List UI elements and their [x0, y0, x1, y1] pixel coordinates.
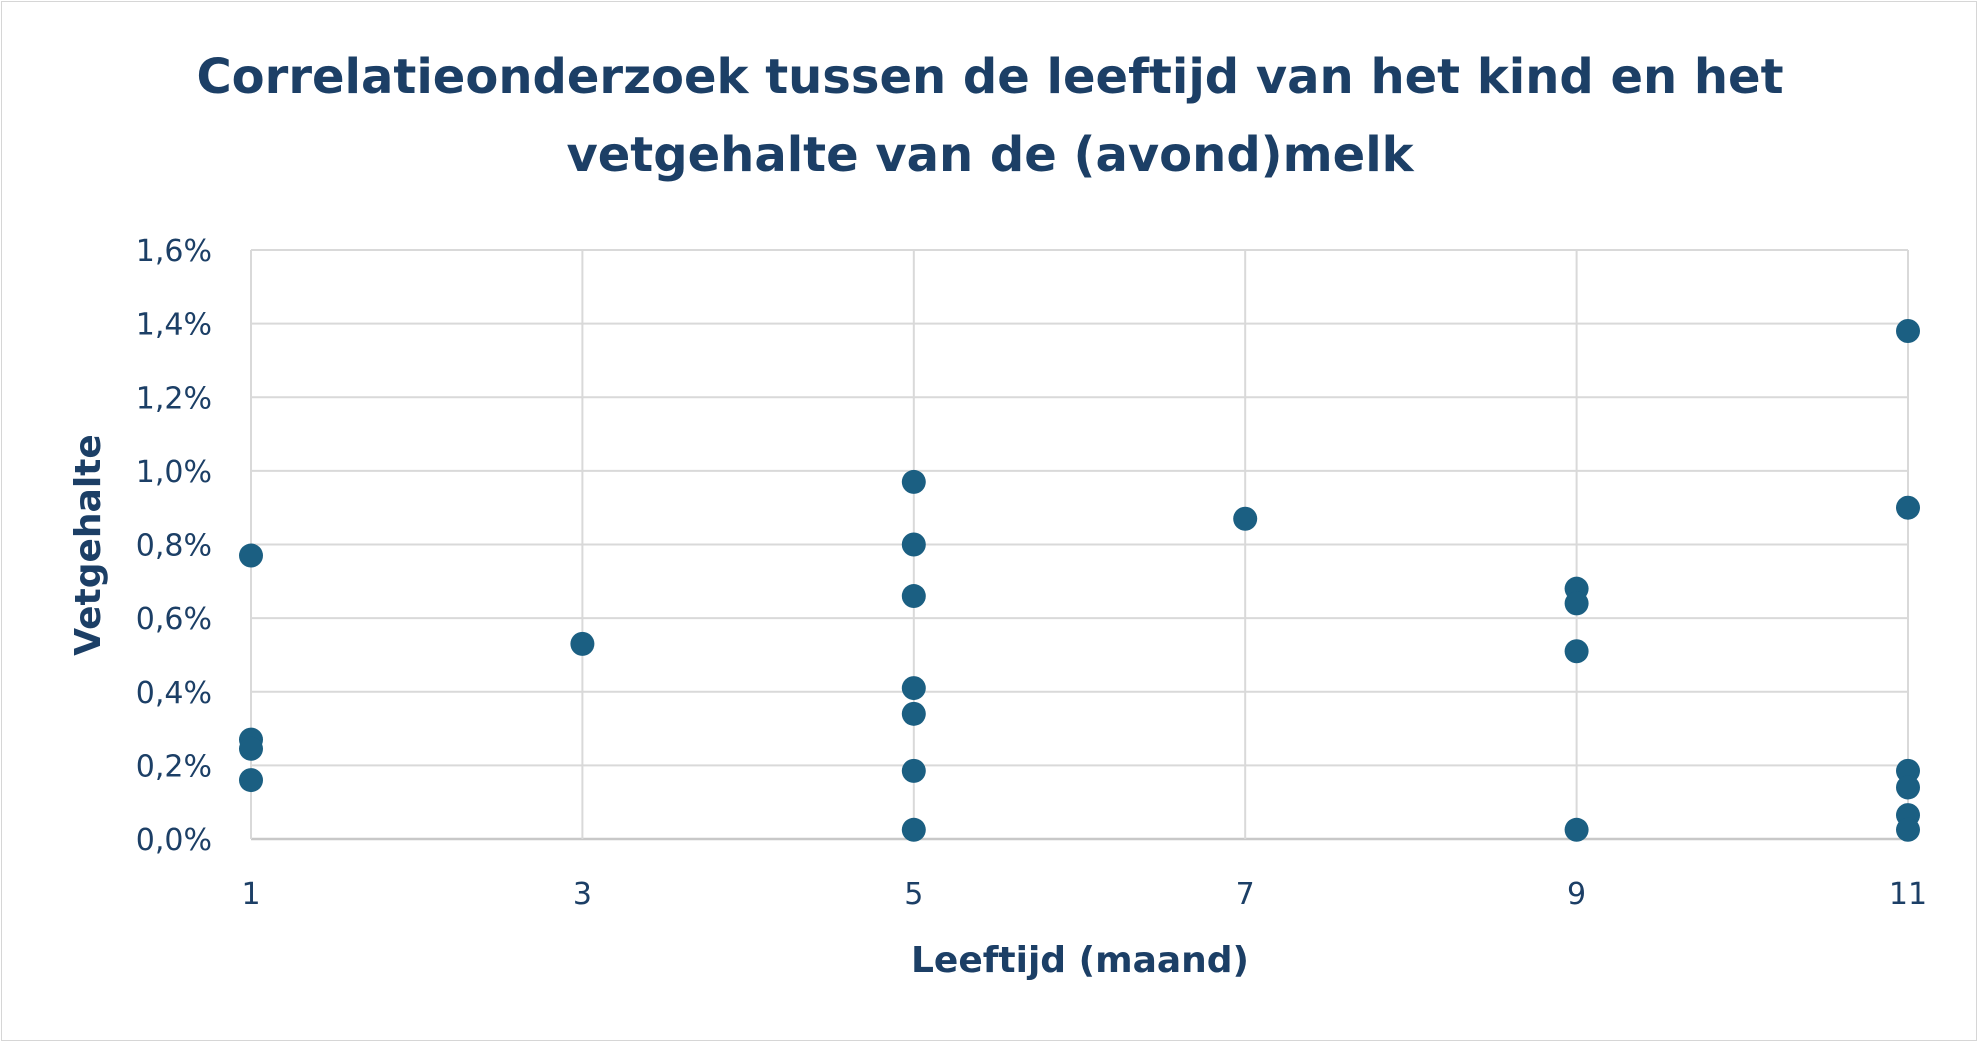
x-axis-ticks: 1 3 5 7 9 11	[241, 877, 1927, 912]
chart-title-line-1: Correlatieonderzoek tussen de leeftijd v…	[196, 49, 1784, 105]
y-tick-label: 1,0%	[136, 455, 212, 490]
x-tick-label: 1	[241, 877, 260, 912]
y-tick-label: 0,8%	[136, 529, 212, 564]
y-tick-label: 0,6%	[136, 602, 212, 637]
gridlines	[250, 249, 1909, 841]
data-point	[901, 532, 926, 557]
chart-title: Correlatieonderzoek tussen de leeftijd v…	[0, 38, 1980, 194]
x-tick-label: 11	[1889, 877, 1927, 912]
x-tick-label: 3	[573, 877, 592, 912]
data-point	[239, 543, 263, 568]
y-axis-ticks: 0,0% 0,2% 0,4% 0,6% 0,8% 1,0% 1,2% 1,4% 1,6%	[136, 234, 212, 858]
y-tick-label: 0,2%	[136, 749, 212, 784]
data-point	[1896, 495, 1920, 520]
data-point	[901, 701, 926, 726]
y-tick-label: 1,4%	[136, 308, 212, 343]
data-point	[901, 758, 926, 783]
data-point	[901, 584, 926, 609]
data-point	[1896, 775, 1920, 800]
data-point	[1233, 506, 1258, 531]
data-point	[1564, 639, 1589, 664]
data-point	[1896, 318, 1920, 343]
x-tick-label: 5	[904, 877, 923, 912]
data-point	[1564, 591, 1589, 616]
data-points	[239, 318, 1920, 842]
y-tick-label: 0,0%	[136, 823, 212, 858]
data-point	[901, 817, 926, 842]
y-axis-title: Vetgehalte	[68, 434, 109, 656]
y-tick-label: 0,4%	[136, 676, 212, 711]
data-point	[239, 768, 263, 793]
y-tick-label: 1,6%	[136, 234, 212, 269]
x-tick-label: 9	[1567, 877, 1586, 912]
x-axis-title: Leeftijd (maand)	[911, 940, 1249, 981]
x-tick-label: 7	[1236, 877, 1255, 912]
data-point	[1896, 758, 1920, 783]
chart-title-line-2: vetgehalte van de (avond)melk	[566, 127, 1414, 183]
data-point	[901, 676, 926, 701]
data-point	[570, 631, 595, 656]
data-point	[1564, 817, 1589, 842]
data-point	[901, 469, 926, 494]
data-point	[1896, 817, 1920, 842]
data-point	[239, 736, 263, 761]
y-tick-label: 1,2%	[136, 381, 212, 416]
